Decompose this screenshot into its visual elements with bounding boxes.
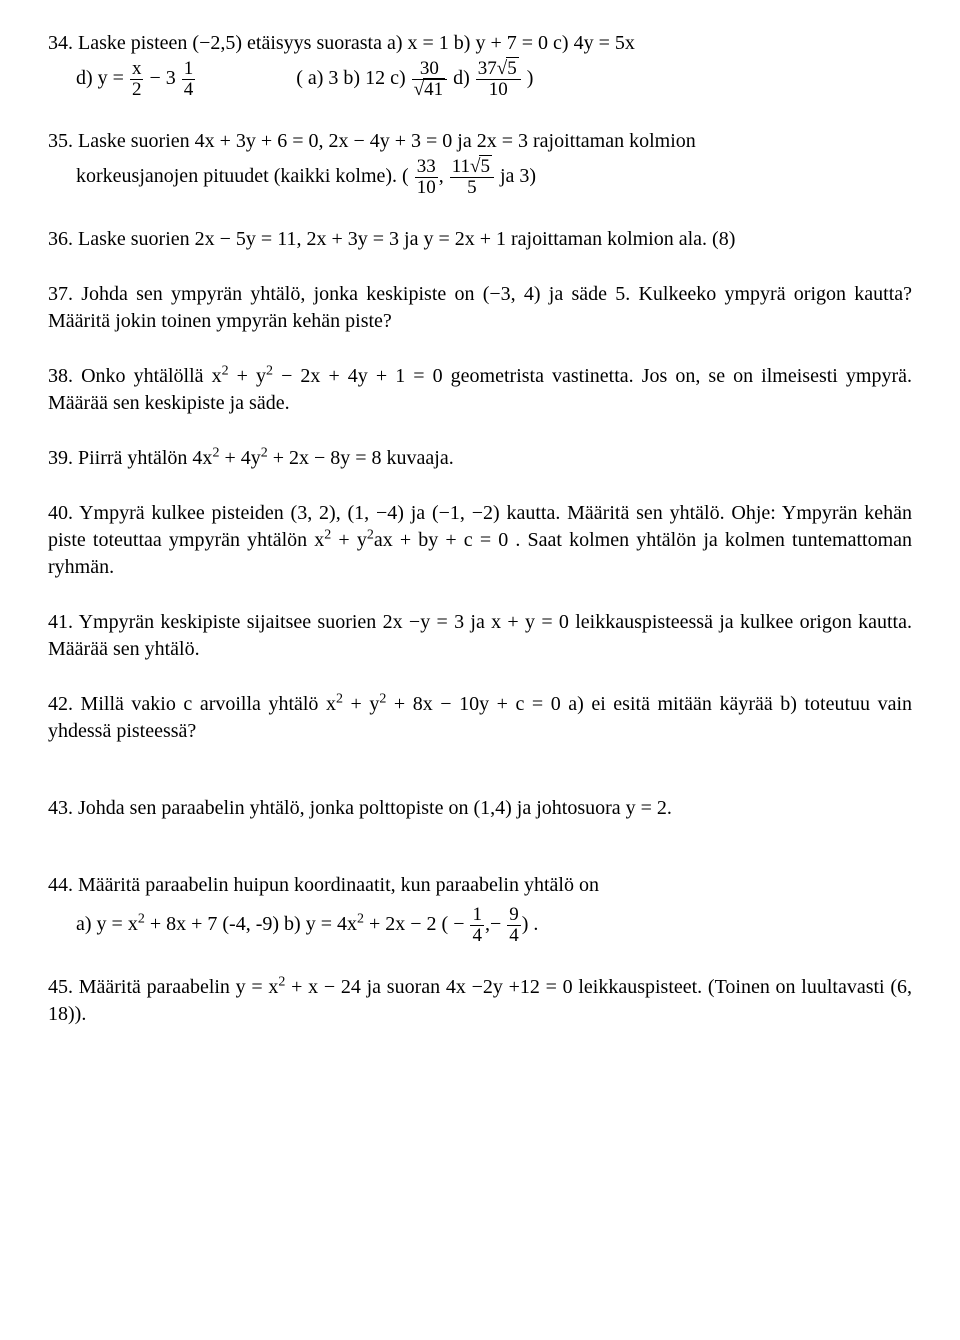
problem-39: 39. Piirrä yhtälön 4x2 + 4y2 + 2x − 8y =… [48,445,912,472]
text: + 4y [219,447,260,469]
problem-number: 42. [48,693,73,715]
fraction: 1 4 [470,905,484,946]
problem-number: 41. [48,611,73,633]
exponent: 2 [336,691,343,706]
text: Piirrä yhtälön 4x [78,447,212,469]
problem-number: 45. [48,976,73,998]
text: Määritä paraabelin huipun koordinaatit, … [78,874,599,896]
problem-43: 43. Johda sen paraabelin yhtälö, jonka p… [48,795,912,822]
text: Onko yhtälöllä x [81,365,222,387]
problem-number: 35. [48,130,73,152]
exponent: 2 [222,363,229,378]
problem-number: 40. [48,502,73,524]
text: − 3 [149,67,175,89]
text: Laske suorien 4x + 3y + 6 = 0, 2x − 4y +… [78,130,696,152]
point: −2,5 [199,32,235,54]
problem-number: 43. [48,797,73,819]
label: d) [453,67,470,89]
close: ) [527,67,534,89]
close: ) . [522,913,539,935]
text: + y [331,529,367,551]
problem-38: 38. Onko yhtälöllä x2 + y2 − 2x + 4y + 1… [48,363,912,417]
problem-number: 39. [48,447,73,469]
problem-34: 34. Laske pisteen (−2,5) etäisyys suoras… [48,30,912,100]
text: Millä vakio c arvoilla yhtälö x [81,693,336,715]
problem-41: 41. Ympyrän keskipiste sijaitsee suorien… [48,609,912,663]
problem-number: 34. [48,32,73,54]
label: a) y = x [76,913,138,935]
exponent: 2 [357,911,364,926]
text: Laske pisteen ( [78,32,199,54]
problem-42: 42. Millä vakio c arvoilla yhtälö x2 + y… [48,691,912,745]
fraction: 1 4 [182,59,196,100]
fraction: 11√5 5 [450,157,494,198]
comma: , [439,165,449,187]
fraction: x 2 [130,59,144,100]
problem-number: 38. [48,365,73,387]
text: Määritä paraabelin y = x [79,976,279,998]
problem-number: 36. [48,228,73,250]
fraction: 30 √41 [412,59,447,100]
text: ) etäisyys suorasta a) x = 1 b) y + 7 = … [235,32,634,54]
fraction: 33 10 [415,157,438,198]
label: d) y = [76,67,124,89]
problem-35: 35. Laske suorien 4x + 3y + 6 = 0, 2x − … [48,128,912,198]
problem-number: 37. [48,283,73,305]
problem-44: 44. Määritä paraabelin huipun koordinaat… [48,872,912,946]
text: + 2x − 2 ( − [364,913,465,935]
text: + 8x + 7 (-4, -9) b) y = 4x [145,913,357,935]
text: korkeusjanojen pituudet (kaikki kolme). … [76,165,409,187]
text: Johda sen ympyrän yhtälö, jonka keskipis… [48,283,912,332]
text: Laske suorien 2x − 5y = 11, 2x + 3y = 3 … [78,228,735,250]
fraction: 9 4 [507,905,521,946]
problem-37: 37. Johda sen ympyrän yhtälö, jonka kesk… [48,281,912,335]
answers: ( a) 3 b) 12 c) [296,67,405,89]
text: + y [343,693,379,715]
tail: ja 3) [500,165,536,187]
text: + 2x − 8y = 8 kuvaaja. [268,447,454,469]
exponent: 2 [266,363,273,378]
text: Ympyrän keskipiste sijaitsee suorien 2x … [48,611,912,660]
problem-45: 45. Määritä paraabelin y = x2 + x − 24 j… [48,974,912,1028]
text: Ympyrä kulkee pisteiden (3, 2), (1, −4) … [79,502,725,524]
exponent: 2 [261,445,268,460]
problem-number: 44. [48,874,73,896]
text: + y [229,365,266,387]
exponent: 2 [367,527,374,542]
fraction: 37√5 10 [476,59,521,100]
problem-40: 40. Ympyrä kulkee pisteiden (3, 2), (1, … [48,500,912,581]
line-2: a) y = x2 + 8x + 7 (-4, -9) b) y = 4x2 +… [76,905,912,946]
comma: ,− [485,913,501,935]
line-2: korkeusjanojen pituudet (kaikki kolme). … [76,157,912,198]
text: Johda sen paraabelin yhtälö, jonka poltt… [78,797,672,819]
line-2: d) y = x 2 − 3 1 4 ( a) 3 b) 12 c) 30 √4… [76,59,912,100]
exponent: 2 [138,911,145,926]
problem-36: 36. Laske suorien 2x − 5y = 11, 2x + 3y … [48,226,912,253]
